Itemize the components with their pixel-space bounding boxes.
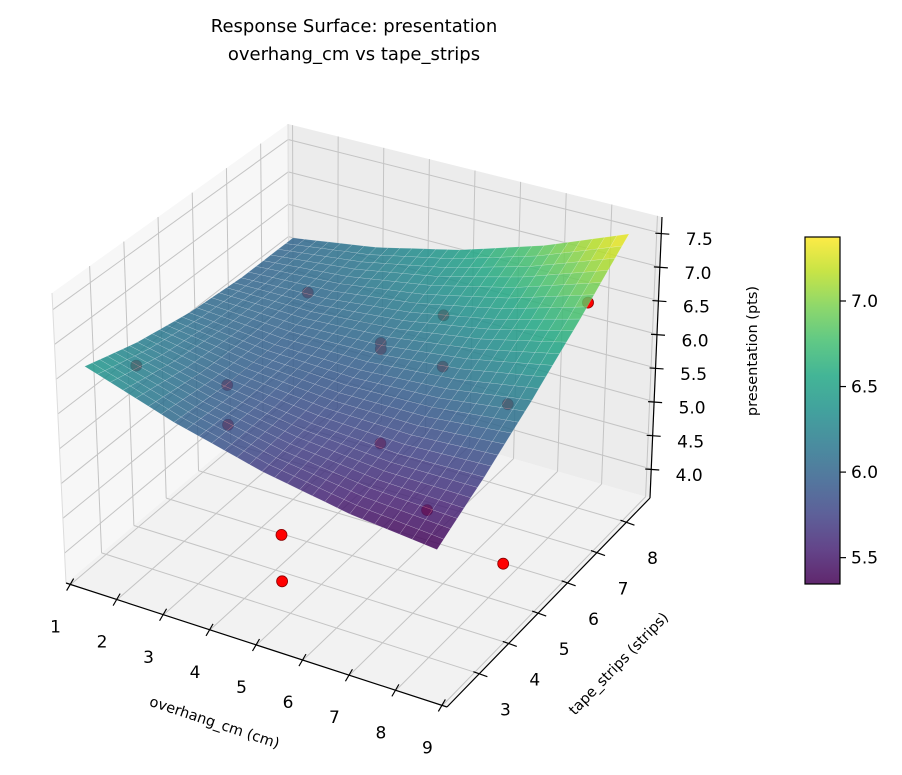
x-tick-mark: [298, 653, 307, 667]
x-tick-mark: [391, 684, 400, 697]
surface-facet: [532, 364, 554, 378]
z-tick-label: 5.0: [679, 399, 706, 419]
z-tick-mark: [650, 333, 666, 336]
floor-gridline-x: [441, 496, 646, 706]
x-tick-mark: [437, 699, 446, 712]
x-tick-mark: [159, 608, 168, 622]
colorbar-tick-label: 5.5: [851, 549, 878, 569]
left-wall-gridline-z: [54, 171, 289, 345]
x-axis-label: overhang_cm (cm): [147, 694, 281, 752]
back-wall-gridline-z: [287, 139, 662, 234]
surface-facet: [424, 533, 445, 550]
z-tick-label: 4.5: [677, 432, 704, 452]
y-tick-label: 6: [588, 610, 599, 630]
z-tick-label: 6.5: [683, 298, 710, 318]
z-tick-mark: [652, 299, 667, 303]
left-wall-gridline-z: [52, 139, 289, 311]
y-tick-mark: [620, 519, 635, 526]
x-tick-label: 6: [283, 693, 294, 713]
scatter-point: [497, 557, 510, 570]
x-tick-label: 3: [143, 648, 154, 668]
x-tick-label: 1: [50, 618, 61, 638]
z-axis-label: presentation (pts): [745, 286, 761, 416]
z-tick-mark: [653, 266, 668, 269]
y-tick-mark: [532, 610, 547, 617]
surface-facet: [519, 386, 540, 401]
x-tick-label: 8: [375, 723, 386, 743]
floor-gridline-x: [302, 458, 514, 661]
surface-facet: [560, 318, 581, 331]
z-tick-label: 7.0: [684, 264, 711, 284]
surface-facet: [567, 306, 588, 320]
x-tick-mark: [344, 668, 353, 682]
y-tick-mark: [590, 549, 606, 557]
z-axis-line: [649, 216, 663, 499]
y-tick-mark: [561, 580, 576, 587]
x-tick-label: 2: [97, 633, 108, 653]
axis-lines: [65, 216, 670, 712]
x-tick-label: 4: [190, 663, 201, 683]
x-tick-label: 9: [422, 739, 433, 759]
left-wall-gridline-z: [55, 203, 289, 380]
y-tick-mark: [473, 671, 488, 678]
left-wall-gridline-y: [89, 266, 103, 553]
z-tick-label: 4.0: [676, 466, 703, 486]
x-tick-mark: [205, 623, 214, 637]
y-axis-label: tape_strips (strips): [566, 610, 672, 719]
surface-facet: [546, 341, 567, 355]
colorbar-ticks: 5.5 6.0 6.5 7.0: [840, 292, 878, 569]
surface-facet: [491, 430, 512, 445]
y-tick-label: 4: [529, 670, 540, 690]
colorbar-tick-label: 6.0: [851, 463, 878, 483]
surface-facet: [526, 375, 547, 389]
scatter-point: [275, 529, 288, 541]
z-tick-label: 7.5: [686, 230, 713, 250]
x-tick-mark: [251, 638, 261, 652]
z-tick-mark: [646, 434, 661, 437]
surface-facet: [485, 441, 506, 456]
surface: [84, 233, 630, 550]
floor-gridline-y: [133, 525, 509, 644]
colorbar: 5.5 6.0 6.5 7.0: [804, 236, 878, 585]
z-tick-label: 5.5: [680, 365, 707, 385]
colorbar-tick-label: 6.5: [851, 378, 878, 398]
chart-subtitle: overhang_cm vs tape_strips: [228, 44, 480, 65]
surface-facet: [464, 473, 485, 488]
y-axis-line: [446, 497, 651, 708]
surface-facet: [581, 282, 602, 296]
surface-facet: [444, 503, 465, 519]
x-tick-label: 7: [329, 708, 340, 728]
z-tick-mark: [655, 232, 670, 235]
y-tick-label: 5: [559, 640, 570, 660]
floor-gridline-x: [349, 471, 558, 676]
colorbar-tick-label: 7.0: [851, 292, 878, 312]
y-tick-label: 7: [618, 580, 629, 600]
z-tick-mark: [648, 401, 663, 404]
y-tick-label: 8: [647, 549, 658, 569]
x-tick-mark: [66, 578, 75, 591]
chart-title: Response Surface: presentation: [211, 16, 497, 37]
floor-gridline-x: [395, 483, 602, 691]
floor-gridline-y: [166, 497, 539, 614]
scatter-point: [276, 575, 289, 588]
pane-edge: [51, 292, 67, 584]
z-tick-label: 6.0: [681, 331, 708, 351]
y-tick-mark: [502, 640, 517, 647]
z-tick-mark: [649, 367, 664, 370]
floor-gridline-y: [101, 552, 480, 675]
x-tick-mark: [112, 593, 121, 606]
y-tick-label: 3: [500, 701, 511, 721]
x-tick-label: 5: [236, 678, 247, 698]
colorbar-gradient: [805, 237, 840, 584]
colorbar-frame: [804, 236, 841, 585]
surface-facet: [505, 409, 526, 423]
z-tick-mark: [645, 468, 660, 471]
back-wall-gridline-x: [645, 215, 658, 497]
surface-facet: [430, 523, 451, 540]
